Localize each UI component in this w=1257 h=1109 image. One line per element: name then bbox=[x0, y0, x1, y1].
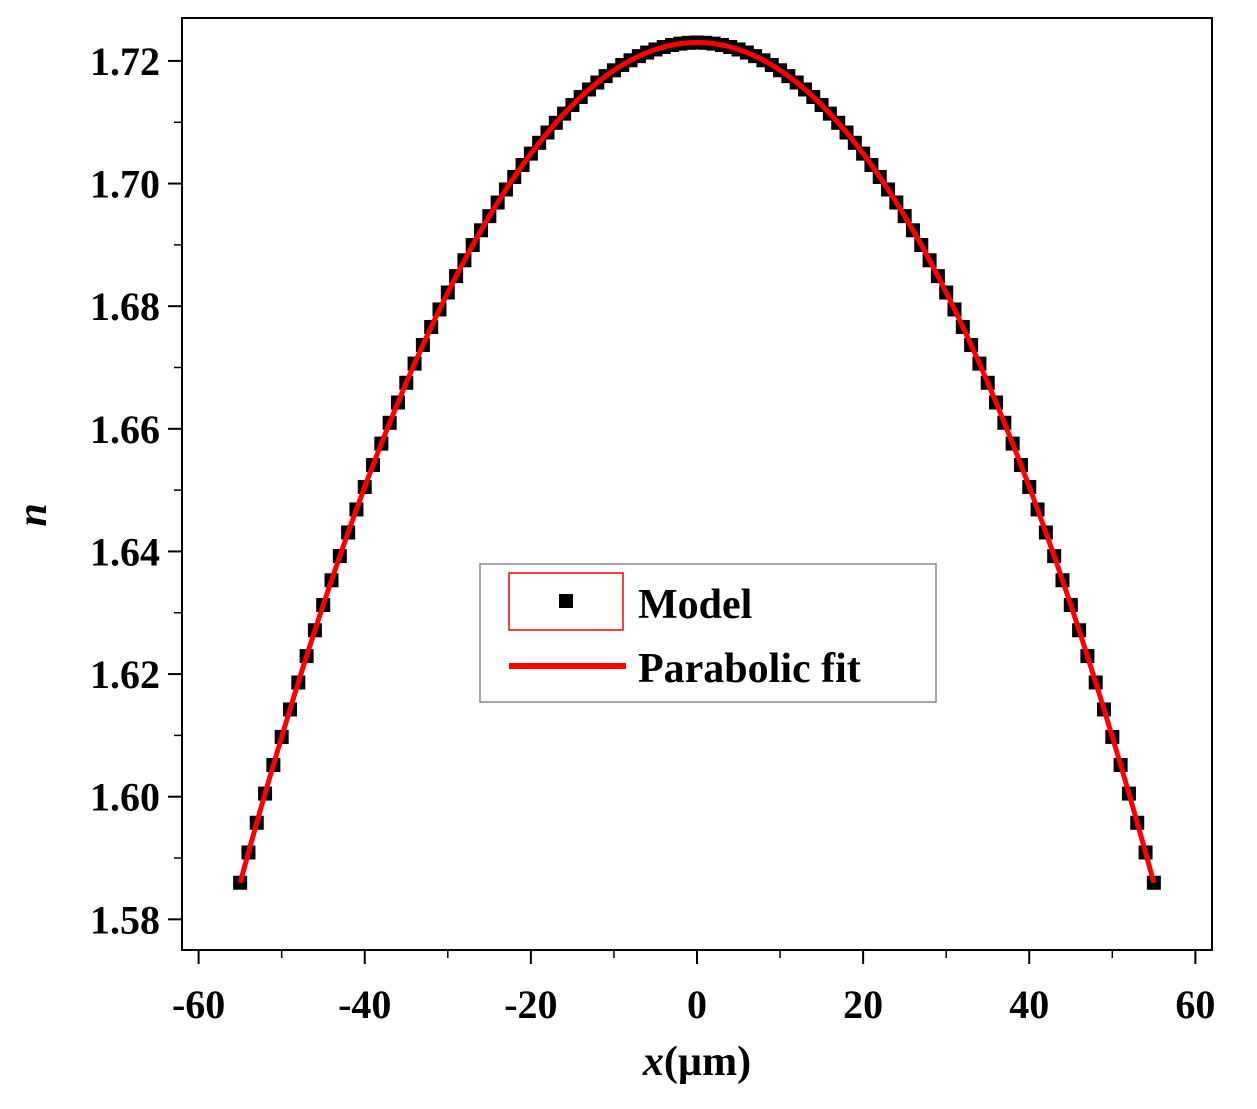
legend-model-swatch-frame bbox=[508, 572, 624, 631]
x-tick-label: -20 bbox=[504, 982, 557, 1027]
legend: Model Parabolic fit bbox=[479, 563, 937, 703]
y-tick-label: 1.58 bbox=[90, 897, 160, 942]
y-axis-title: n bbox=[10, 503, 56, 526]
x-tick-label: -60 bbox=[172, 982, 225, 1027]
plot-frame bbox=[181, 17, 1213, 951]
y-tick-label: 1.68 bbox=[90, 284, 160, 329]
legend-box bbox=[479, 563, 937, 703]
x-axis-title-unit: (µm) bbox=[664, 1039, 751, 1085]
y-tick-label: 1.70 bbox=[90, 162, 160, 207]
x-axis-title: x(µm) bbox=[642, 1039, 751, 1085]
x-tick-label: 40 bbox=[1009, 982, 1049, 1027]
y-axis-ticks: 1.58 1.60 1.62 1.64 1.66 1.68 1.70 1.72 bbox=[90, 39, 182, 942]
y-tick-label: 1.62 bbox=[90, 652, 160, 697]
x-axis-title-var: x bbox=[642, 1039, 664, 1085]
x-tick-label: 0 bbox=[687, 982, 707, 1027]
series-parabolic-fit-line bbox=[237, 40, 1157, 884]
x-tick-label: 20 bbox=[843, 982, 883, 1027]
y-tick-label: 1.64 bbox=[90, 529, 160, 574]
y-tick-label: 1.72 bbox=[90, 39, 160, 84]
y-tick-label: 1.60 bbox=[90, 775, 160, 820]
x-tick-label: -40 bbox=[338, 982, 391, 1027]
legend-model-marker bbox=[559, 594, 573, 608]
x-axis-ticks: -60 -40 -20 0 20 40 60 bbox=[172, 950, 1215, 1027]
plot-area bbox=[233, 35, 1161, 890]
axes: -60 -40 -20 0 20 40 60 1.58 1.60 1.62 1.64 1.66 1.6… bbox=[10, 17, 1215, 1085]
legend-model-label: Model bbox=[638, 582, 752, 628]
x-tick-label: 60 bbox=[1175, 982, 1215, 1027]
legend-fit-label: Parabolic fit bbox=[638, 646, 861, 692]
y-tick-label: 1.66 bbox=[90, 407, 160, 452]
